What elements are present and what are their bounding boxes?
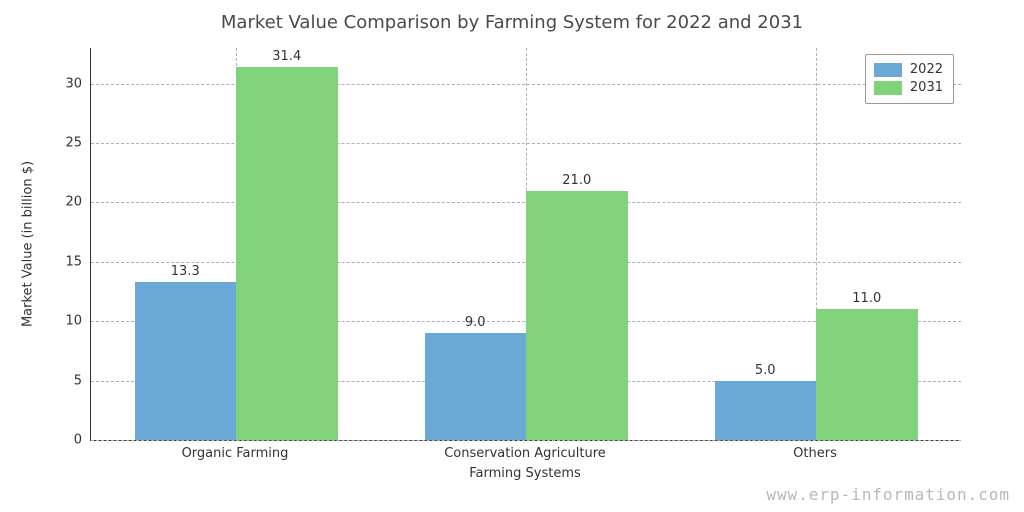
bar-value-label: 5.0: [755, 363, 776, 378]
legend-item: 2031: [874, 79, 943, 97]
grid-line-horizontal: [91, 440, 961, 441]
y-tick-label: 20: [65, 195, 82, 210]
chart-title: Market Value Comparison by Farming Syste…: [221, 12, 803, 33]
y-axis-label: Market Value (in billion $): [21, 161, 36, 327]
bar-2031-1: [526, 191, 628, 440]
x-tick-label: Others: [793, 446, 837, 461]
bar-value-label: 11.0: [852, 291, 881, 306]
x-tick-label: Organic Farming: [182, 446, 289, 461]
chart-figure: Market Value Comparison by Farming Syste…: [0, 0, 1024, 512]
bar-2031-0: [236, 67, 338, 440]
y-tick-label: 5: [74, 373, 82, 388]
bar-value-label: 31.4: [272, 49, 301, 64]
plot-area: 13.3 31.4 9.0 21.0 5.0 11.0: [90, 48, 961, 441]
x-axis-label: Farming Systems: [469, 466, 581, 481]
y-tick-label: 0: [74, 433, 82, 448]
legend-swatch: [874, 81, 902, 95]
legend-swatch: [874, 63, 902, 77]
y-tick-label: 10: [65, 314, 82, 329]
y-tick-label: 25: [65, 136, 82, 151]
legend: 20222031: [865, 54, 954, 104]
y-tick-label: 15: [65, 254, 82, 269]
watermark-text: www.erp-information.com: [766, 485, 1010, 504]
bar-2022-2: [715, 381, 817, 440]
bar-value-label: 21.0: [562, 173, 591, 188]
bar-2022-0: [135, 282, 237, 440]
bar-value-label: 9.0: [465, 315, 486, 330]
legend-label: 2031: [910, 79, 943, 97]
y-tick-label: 30: [65, 76, 82, 91]
bar-value-label: 13.3: [171, 264, 200, 279]
bar-2031-2: [816, 309, 918, 440]
bar-2022-1: [425, 333, 527, 440]
legend-label: 2022: [910, 61, 943, 79]
legend-item: 2022: [874, 61, 943, 79]
x-tick-label: Conservation Agriculture: [444, 446, 606, 461]
